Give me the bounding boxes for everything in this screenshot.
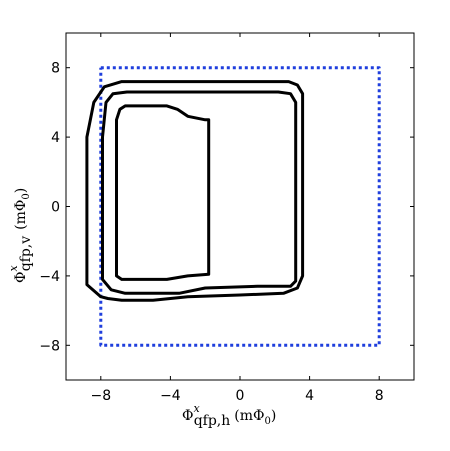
- y-axis-title: Φxqfp,v (mΦ0): [7, 188, 34, 283]
- y-tick-label: 8: [51, 61, 60, 77]
- axis-ticks: −8 −4 0 4 8 −8 −4 0 4 8: [39, 33, 414, 404]
- y-axis-title-unit-sub: 0: [21, 193, 32, 199]
- y-tick-label: −4: [39, 269, 60, 285]
- x-axis-title-unit-end: ): [271, 408, 276, 424]
- boundary-square-dotted: [99, 66, 381, 347]
- x-tick-label: 0: [236, 388, 245, 404]
- x-tick-label: 8: [375, 388, 384, 404]
- contour-line-3: [115, 104, 211, 281]
- x-axis-title-sup: x: [193, 402, 200, 415]
- y-axis-title-unit-end: ): [13, 188, 29, 193]
- x-axis-title-main: Φ: [182, 408, 193, 424]
- svg-text:Φxqfp,h(mΦ0): Φx qfp,h (mΦ0): [182, 402, 276, 429]
- x-axis-title-unit-sub: 0: [265, 416, 271, 427]
- x-axis-title-sub: qfp,h: [194, 413, 231, 429]
- x-axis-title-unit: (mΦ: [234, 408, 264, 424]
- plot-area: [85, 66, 381, 347]
- y-tick-label: 4: [51, 130, 60, 146]
- y-axis-title-sub: qfp,v: [18, 236, 34, 272]
- x-axis-title: Φx qfp,h (mΦ0): [182, 402, 276, 429]
- x-tick-label: −8: [90, 388, 111, 404]
- y-tick-label: 0: [51, 200, 60, 216]
- contour-line-1: [85, 80, 305, 302]
- contour-line-2: [101, 90, 298, 295]
- svg-text:Φxqfp,v(mΦ0): Φxqfp,v (mΦ0): [7, 188, 34, 283]
- y-axis-title-unit: (mΦ: [13, 200, 29, 230]
- x-tick-label: −4: [160, 388, 181, 404]
- y-axis-title-sup: x: [7, 265, 20, 272]
- y-axis-title-main: Φ: [13, 272, 29, 283]
- x-tick-label: 4: [305, 388, 314, 404]
- y-tick-label: −8: [39, 338, 60, 354]
